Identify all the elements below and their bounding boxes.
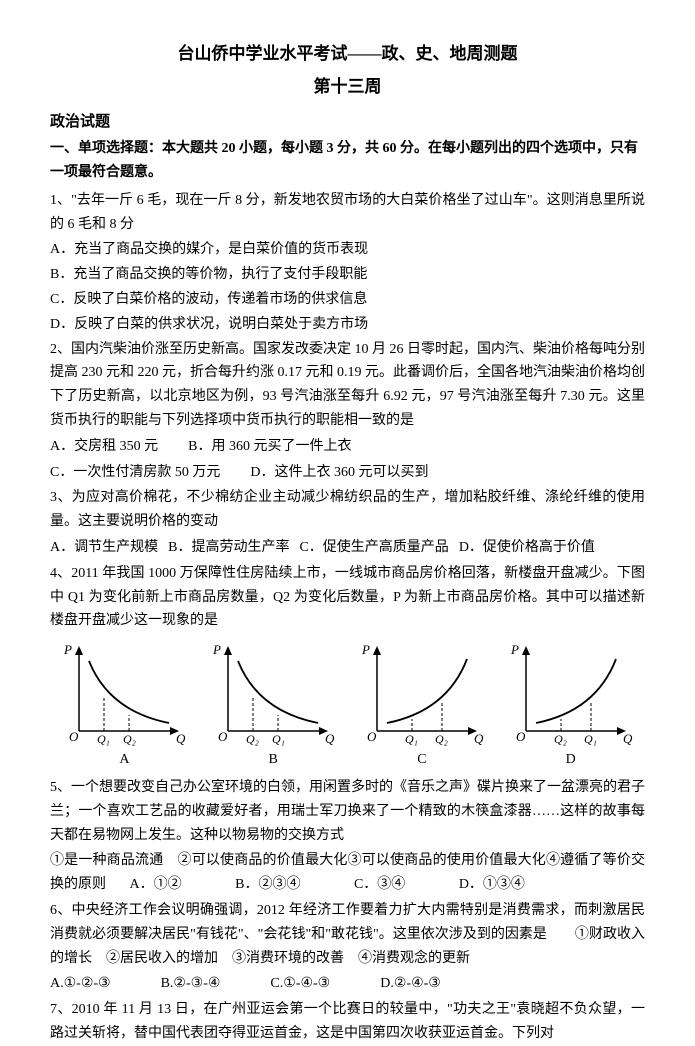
chart-b-label: B (208, 748, 338, 772)
question-2-stem: 2、国内汽柴油价涨至历史新高。国家发改委决定 10 月 26 日零时起，国内汽、… (50, 338, 645, 433)
question-3-option-c: C．促使生产高质量产品 (299, 536, 448, 560)
charts-row: P O Q₁ Q₂ Q A P O Q₂ Q₁ Q B (50, 641, 645, 772)
question-5-option-d: D．①③④ (459, 877, 525, 892)
svg-text:Q₁: Q₁ (584, 732, 597, 746)
question-7-stem: 7、2010 年 11 月 13 日，在广州亚运会第一个比赛日的较量中，"功夫之… (50, 998, 645, 1046)
section-header: 政治试题 (50, 110, 645, 136)
svg-text:P: P (63, 642, 72, 657)
svg-text:O: O (218, 729, 228, 744)
chart-a-label: A (59, 748, 189, 772)
question-1-option-d: D．反映了白菜的供求状况，说明白菜处于卖方市场 (50, 313, 645, 337)
svg-text:O: O (367, 729, 377, 744)
svg-text:Q₁: Q₁ (272, 732, 285, 746)
question-6-option-d: D.②-④-③ (380, 972, 441, 996)
question-5-option-c: C．③④ (354, 877, 405, 892)
question-5-option-b: B．②③④ (235, 877, 300, 892)
chart-a-svg: P O Q₁ Q₂ Q (59, 641, 189, 746)
question-3-option-a: A．调节生产规模 (50, 536, 158, 560)
svg-text:P: P (361, 642, 370, 657)
svg-text:Q₂: Q₂ (246, 732, 259, 746)
svg-text:Q₂: Q₂ (554, 732, 567, 746)
svg-text:Q: Q (474, 731, 484, 746)
question-6-stem: 6、中央经济工作会议明确强调，2012 年经济工作要着力扩大内需特别是消费需求，… (50, 899, 645, 970)
question-6-option-b: B.②-③-④ (161, 972, 221, 996)
question-1-option-c: C．反映了白菜价格的波动，传递着市场的供求信息 (50, 288, 645, 312)
chart-b-svg: P O Q₂ Q₁ Q (208, 641, 338, 746)
question-3-option-b: B．提高劳动生产率 (168, 536, 289, 560)
exam-title: 台山侨中学业水平考试——政、史、地周测题 (50, 40, 645, 69)
chart-d-svg: P O Q₂ Q₁ Q (506, 641, 636, 746)
chart-a: P O Q₁ Q₂ Q A (59, 641, 189, 772)
chart-d: P O Q₂ Q₁ Q D (506, 641, 636, 772)
svg-text:Q: Q (176, 731, 186, 746)
question-5-option-a: A．①② (130, 877, 182, 892)
svg-text:P: P (510, 642, 519, 657)
question-2-option-d: D．这件上衣 360 元可以买到 (250, 461, 428, 485)
question-6-option-c: C.①-④-③ (270, 972, 330, 996)
chart-c: P O Q₁ Q₂ Q C (357, 641, 487, 772)
svg-text:P: P (212, 642, 221, 657)
question-2-option-b: B．用 360 元买了一件上衣 (188, 435, 351, 459)
question-6-option-a: A.①-②-③ (50, 972, 111, 996)
question-1-option-a: A．充当了商品交换的媒介，是白菜价值的货币表现 (50, 238, 645, 262)
question-1-option-b: B．充当了商品交换的等价物，执行了支付手段职能 (50, 263, 645, 287)
question-3-option-d: D．促使价格高于价值 (459, 536, 595, 560)
question-2-option-c: C．一次性付清房款 50 万元 (50, 461, 220, 485)
svg-text:Q: Q (623, 731, 633, 746)
question-4-stem: 4、2011 年我国 1000 万保障性住房陆续上市，一线城市商品房价格回落，新… (50, 562, 645, 633)
chart-c-svg: P O Q₁ Q₂ Q (357, 641, 487, 746)
question-5-stem: 5、一个想要改变自己办公室环境的白领，用闲置多时的《音乐之声》碟片换来了一盆漂亮… (50, 776, 645, 847)
svg-text:Q: Q (325, 731, 335, 746)
svg-text:O: O (516, 729, 526, 744)
svg-text:Q₂: Q₂ (435, 732, 448, 746)
question-1-stem: 1、"去年一斤 6 毛，现在一斤 8 分，新发地农贸市场的大白菜价格坐了过山车"… (50, 189, 645, 237)
question-5-items: ①是一种商品流通 ②可以使商品的价值最大化③可以使商品的使用价值最大化④遵循了等… (50, 849, 645, 897)
svg-text:Q₂: Q₂ (123, 732, 136, 746)
svg-text:O: O (69, 729, 79, 744)
chart-b: P O Q₂ Q₁ Q B (208, 641, 338, 772)
exam-subtitle: 第十三周 (50, 73, 645, 102)
svg-text:Q₁: Q₁ (405, 732, 418, 746)
instructions: 一、单项选择题：本大题共 20 小题，每小题 3 分，共 60 分。在每小题列出… (50, 137, 645, 185)
svg-text:Q₁: Q₁ (97, 732, 110, 746)
question-2-option-a: A．交房租 350 元 (50, 435, 158, 459)
chart-d-label: D (506, 748, 636, 772)
question-3-stem: 3、为应对高价棉花，不少棉纺企业主动减少棉纺织品的生产，增加粘胶纤维、涤纶纤维的… (50, 486, 645, 534)
chart-c-label: C (357, 748, 487, 772)
